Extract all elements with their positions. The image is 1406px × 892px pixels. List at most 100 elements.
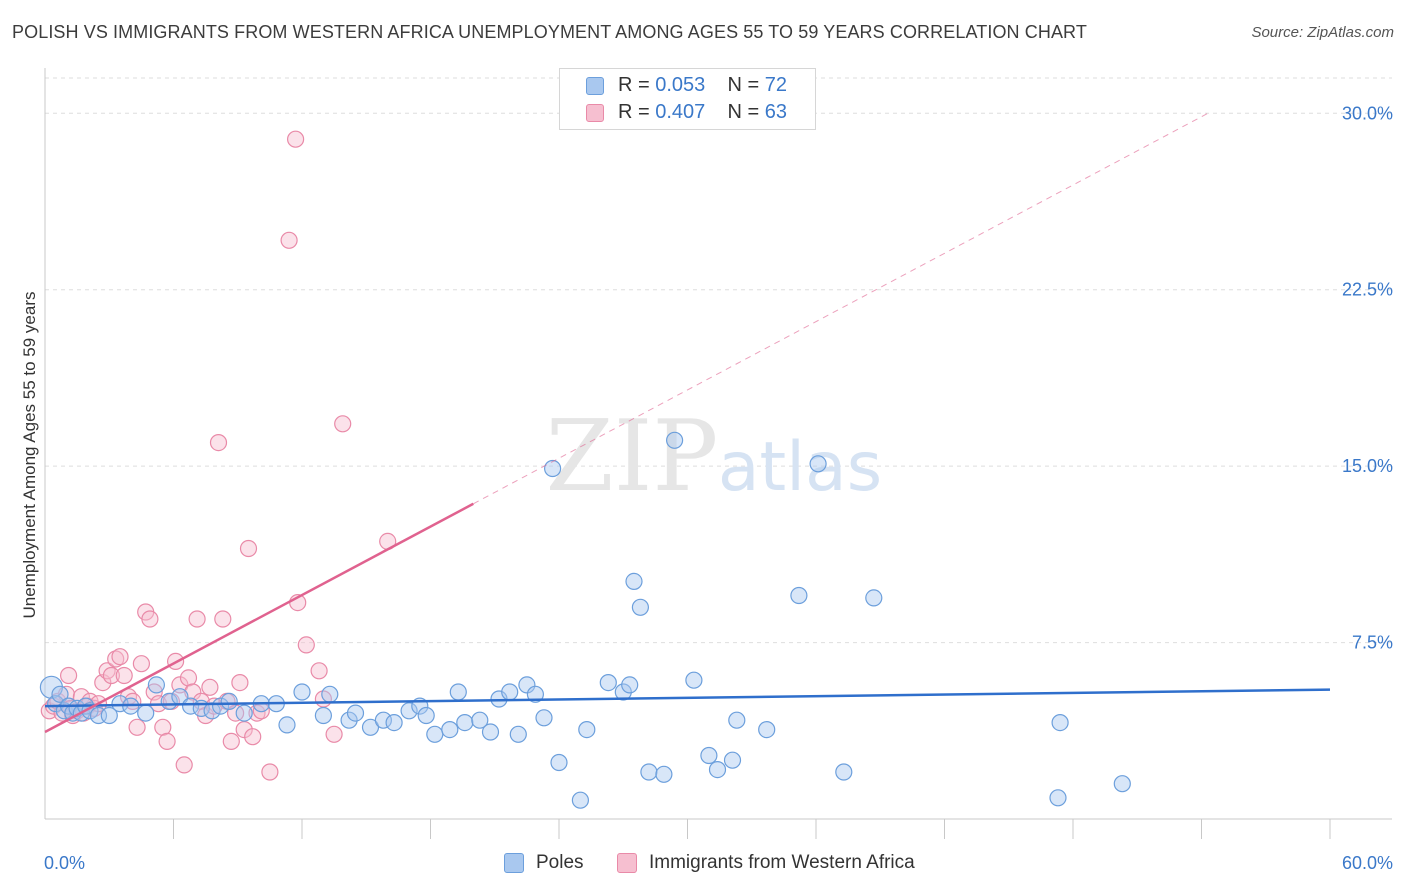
immigrant-point xyxy=(261,763,279,781)
immigrant-point xyxy=(214,610,232,628)
immigrant-point xyxy=(115,666,133,685)
immigrant-point xyxy=(244,728,262,746)
poles-point xyxy=(471,711,489,729)
legend-n-label: N = xyxy=(727,101,765,123)
poles-point xyxy=(182,697,200,715)
legend-text-immigrants: R = 0.407 N = 63 xyxy=(618,101,787,124)
poles-point xyxy=(501,683,519,701)
immigrant-point xyxy=(184,683,202,701)
immigrant-point xyxy=(231,673,249,692)
poles-point xyxy=(147,676,165,694)
poles-point xyxy=(1049,789,1067,807)
poles-swatch xyxy=(586,77,604,95)
watermark-zip: ZIP xyxy=(546,400,719,514)
poles-point xyxy=(481,723,500,741)
immigrant-point xyxy=(222,732,240,751)
x-tick-label-max: 60.0% xyxy=(1342,853,1393,873)
immigrant-point xyxy=(158,732,176,751)
poles-point xyxy=(321,685,339,703)
source-credit: Source: ZipAtlas.com xyxy=(1251,24,1394,41)
immigrant-point xyxy=(310,662,328,680)
axes xyxy=(44,68,1392,839)
bottom-legend-label-poles: Poles xyxy=(536,852,584,873)
poles-point xyxy=(723,751,742,769)
poles-point xyxy=(212,697,230,715)
immigrant-point xyxy=(209,434,228,452)
poles-point xyxy=(728,711,746,729)
poles-point xyxy=(571,791,590,809)
x-tick-label-min: 0.0% xyxy=(44,853,85,873)
poles-point xyxy=(685,671,703,689)
poles-point xyxy=(100,706,118,725)
poles-point xyxy=(361,718,380,736)
immigrant-point xyxy=(59,666,78,685)
legend-n-value-immigrants: 63 xyxy=(764,101,788,123)
poles-swatch xyxy=(504,853,524,873)
poles-point xyxy=(526,685,545,703)
immigrant-point xyxy=(297,636,315,654)
bottom-legend-label-immigrants: Immigrants from Western Africa xyxy=(649,852,915,873)
immigrant-point xyxy=(201,678,219,696)
y-tick-label: 30.0% xyxy=(1342,103,1393,123)
poles-point xyxy=(111,695,129,713)
poles-point xyxy=(708,760,727,779)
legend-r-value-immigrants: 0.407 xyxy=(655,101,706,123)
poles-point xyxy=(400,702,418,720)
data-points xyxy=(39,130,1131,809)
y-tick-label: 22.5% xyxy=(1342,280,1393,300)
grid-lines xyxy=(45,77,1392,644)
poles-point xyxy=(346,704,365,722)
poles-point xyxy=(51,685,69,703)
poles-point xyxy=(614,683,632,701)
poles-point xyxy=(314,706,332,725)
immigrant-point xyxy=(141,610,159,628)
poles-point xyxy=(700,746,718,765)
poles-point xyxy=(47,695,65,713)
poles-trend-line xyxy=(44,688,1331,708)
poles-point xyxy=(449,683,467,701)
immigrant-point xyxy=(111,648,129,666)
immigrants-trend-extension xyxy=(473,112,1209,505)
immigrant-point xyxy=(102,666,121,685)
immigrant-point xyxy=(325,725,343,743)
immigrant-point xyxy=(280,231,298,249)
poles-point xyxy=(809,455,827,473)
immigrant-point xyxy=(239,539,258,558)
y-tick-label: 7.5% xyxy=(1352,633,1393,653)
legend-r-value-poles: 0.053 xyxy=(655,74,706,96)
legend-n-value-poles: 72 xyxy=(764,74,788,96)
poles-point xyxy=(665,431,684,449)
poles-point xyxy=(39,675,64,699)
poles-point xyxy=(456,713,474,732)
poles-point xyxy=(220,692,238,711)
y-axis-title: Unemployment Among Ages 55 to 59 years xyxy=(20,291,39,619)
immigrant-point xyxy=(175,756,193,774)
immigrant-point xyxy=(171,676,189,694)
trend-lines xyxy=(44,112,1331,734)
tick-labels: 7.5% 15.0% 22.5% 30.0% 0.0% 60.0% xyxy=(44,103,1393,873)
immigrant-point xyxy=(132,655,150,673)
poles-point xyxy=(340,711,358,729)
immigrant-point xyxy=(188,610,206,628)
poles-point xyxy=(625,572,643,591)
poles-point xyxy=(640,763,658,781)
poles-point xyxy=(441,720,459,739)
poles-point xyxy=(1113,775,1131,793)
poles-point xyxy=(631,598,650,616)
poles-point xyxy=(621,676,639,694)
immigrant-point xyxy=(128,718,146,736)
poles-point xyxy=(599,673,617,692)
poles-point xyxy=(235,704,253,722)
poles-point xyxy=(543,459,562,478)
poles-point xyxy=(835,763,853,781)
immigrants-trend-line xyxy=(44,502,474,734)
poles-point xyxy=(278,716,296,734)
poles-point xyxy=(293,683,311,701)
poles-point xyxy=(655,765,673,783)
immigrants-swatch xyxy=(617,853,637,873)
poles-point xyxy=(518,676,536,694)
correlation-legend: R = 0.053 N = 72 R = 0.407 N = 63 xyxy=(559,68,816,130)
poles-point xyxy=(426,725,444,743)
legend-n-label: N = xyxy=(727,74,765,96)
